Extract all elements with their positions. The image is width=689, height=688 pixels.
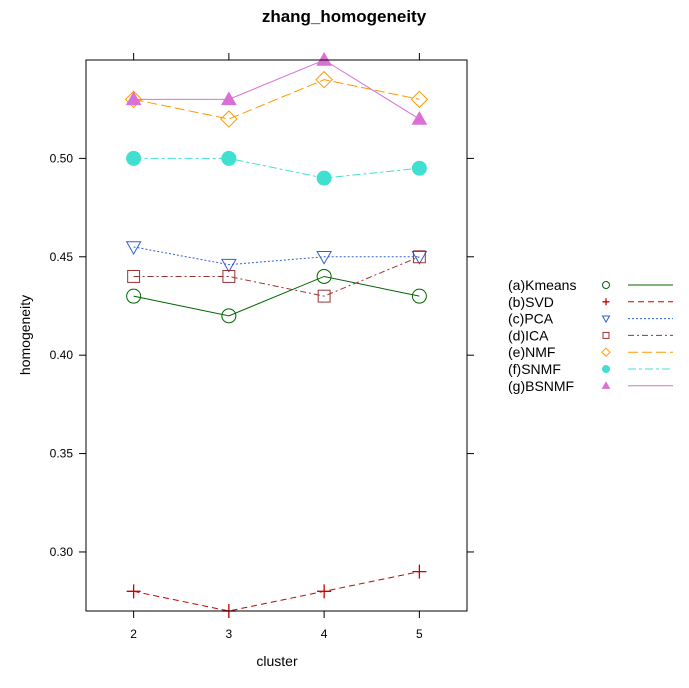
chart-title: zhang_homogeneity [262, 7, 427, 26]
y-tick-label: 0.35 [50, 447, 74, 461]
legend-marker [601, 381, 611, 389]
data-point [221, 150, 237, 166]
legend-marker [602, 331, 610, 339]
y-tick-label: 0.40 [50, 348, 74, 362]
series-line [133, 246, 420, 266]
data-point [220, 110, 238, 128]
y-tick-label: 0.50 [50, 151, 74, 165]
legend-marker [602, 298, 610, 306]
legend-label: (g)BSNMF [508, 378, 574, 394]
data-point [124, 90, 143, 109]
x-tick-label: 4 [321, 627, 328, 641]
y-tick-label: 0.45 [50, 250, 74, 264]
data-point [411, 111, 428, 125]
x-axis-label: cluster [256, 653, 298, 669]
data-point [125, 91, 142, 106]
data-point [410, 90, 429, 109]
data-point [316, 251, 332, 265]
data-point [315, 70, 333, 89]
data-point [221, 91, 237, 106]
data-point [316, 268, 332, 284]
legend-marker [602, 365, 610, 373]
data-point [317, 289, 331, 303]
legend-label: (a)Kmeans [508, 277, 576, 293]
data-point [125, 241, 142, 255]
data-point [317, 584, 332, 599]
legend-label: (b)SVD [508, 294, 554, 310]
data-point [412, 564, 427, 579]
data-point [412, 250, 426, 264]
x-tick-label: 3 [226, 627, 233, 641]
y-tick-label: 0.30 [50, 545, 74, 559]
series-line [133, 571, 420, 612]
series-line [133, 79, 420, 120]
data-point [126, 584, 141, 599]
legend-label: (f)SNMF [508, 361, 561, 377]
x-tick-label: 2 [130, 627, 137, 641]
series-line [133, 157, 420, 179]
series-line [133, 59, 420, 120]
y-axis-label: homogeneity [17, 295, 33, 375]
series-line [133, 275, 420, 317]
legend-marker [601, 347, 611, 357]
series-line [133, 256, 420, 297]
legend: (a)Kmeans(b)SVD(c)PCA(d)ICA(e)NMF(f)SNMF… [508, 277, 673, 394]
legend-marker [602, 281, 610, 289]
data-point [411, 251, 428, 265]
data-point [316, 51, 332, 66]
plot-frame [85, 59, 468, 612]
plot-area: 2 3 4 5 0.30 0.35 0.40 0.45 0.50 [50, 51, 474, 641]
data-point [222, 270, 236, 283]
legend-marker [601, 315, 611, 324]
legend-label: (e)NMF [508, 344, 555, 360]
data-point [316, 170, 332, 186]
x-tick-label: 5 [416, 627, 423, 641]
data-point [127, 270, 141, 283]
data-point [126, 150, 142, 166]
legend-label: (d)ICA [508, 327, 549, 343]
legend-label: (c)PCA [508, 311, 554, 327]
data-point [221, 308, 237, 324]
data-point [126, 288, 142, 304]
data-point [411, 160, 427, 176]
data-point [221, 258, 237, 273]
data-point [411, 288, 427, 304]
